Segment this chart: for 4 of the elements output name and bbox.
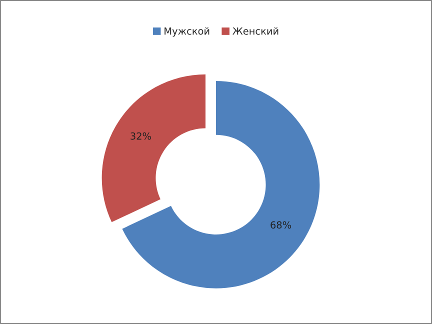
data-label: 68% [270,221,292,229]
legend-label: Женский [232,27,278,35]
legend-label: Мужской [164,27,210,37]
data-label: 32% [130,132,151,140]
